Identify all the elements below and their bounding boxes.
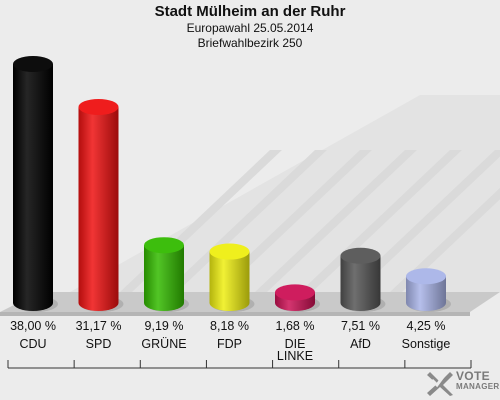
bar-spd [78,98,124,312]
category-label: AfD [350,337,371,351]
logo-text-manager: MANAGER [456,382,500,391]
bar-cdu [13,56,58,312]
value-label: 8,18 % [210,319,249,333]
bar-die-linke [275,284,320,312]
category-label: DIE [285,337,306,351]
bar-fdp [209,243,255,312]
bar-sonstige [406,268,451,312]
value-label: 9,19 % [145,319,184,333]
chart-subtitle-election: Europawahl 25.05.2014 [186,21,314,35]
votemanager-logo: VOTE MANAGER [426,366,500,398]
value-label: 1,68 % [276,319,315,333]
category-label: LINKE [277,349,313,363]
bar-grüne [144,237,189,312]
chart-subtitle-district: Briefwahlbezirk 250 [197,36,303,50]
chart-back-wall [70,95,500,292]
category-label: FDP [217,337,242,351]
value-label: 38,00 % [10,319,56,333]
category-label: Sonstige [402,337,451,351]
chart-header: Stadt Mülheim an der Ruhr Europawahl 25.… [0,3,500,51]
chart-title: Stadt Mülheim an der Ruhr [154,3,346,20]
value-label: 7,51 % [341,319,380,333]
value-label: 4,25 % [407,319,446,333]
category-label: CDU [19,337,46,351]
category-label: GRÜNE [141,337,186,351]
ballot-check-icon [427,369,453,396]
category-label: SPD [86,337,112,351]
value-label: 31,17 % [76,319,122,333]
chart-floor-edge [0,312,470,316]
logo-text-vote: VOTE [456,369,490,383]
bar-afd [340,247,386,312]
